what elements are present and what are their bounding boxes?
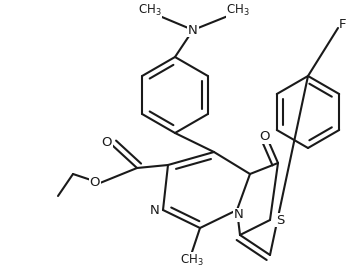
Text: O: O (260, 131, 270, 144)
Text: F: F (339, 18, 347, 31)
Text: CH$_3$: CH$_3$ (138, 2, 162, 18)
Text: N: N (234, 208, 244, 221)
Text: O: O (102, 136, 112, 149)
Text: S: S (276, 214, 284, 227)
Text: CH$_3$: CH$_3$ (226, 2, 250, 18)
Text: N: N (188, 24, 198, 37)
Text: CH$_3$: CH$_3$ (180, 253, 204, 267)
Text: N: N (150, 204, 160, 217)
Text: O: O (90, 176, 100, 189)
